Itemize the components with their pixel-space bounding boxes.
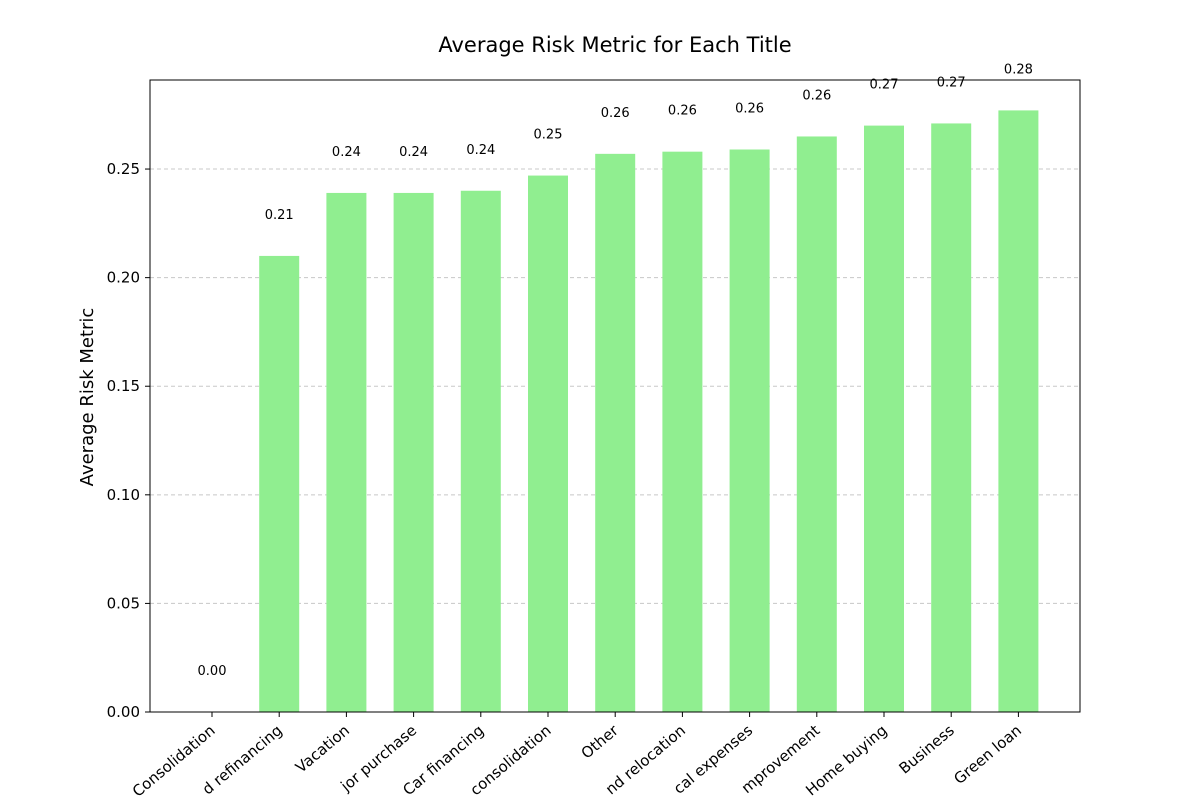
bar: [998, 110, 1039, 712]
data-labels: 0.00 0.21 0.24 0.24 0.24 0.25 0.26 0.26 0.26 0.26…: [198, 62, 1033, 679]
data-label: 0.27: [937, 75, 966, 90]
y-axis-label: Average Risk Metric: [77, 308, 98, 487]
bar: [931, 123, 972, 713]
y-tick-label: 0.10: [107, 486, 140, 504]
bar: [662, 151, 703, 712]
data-label: 0.26: [735, 101, 764, 116]
bar: [393, 192, 434, 713]
data-label: 0.27: [870, 78, 899, 93]
y-tick-label: 0.05: [107, 594, 140, 612]
x-tick-label: Other: [578, 721, 623, 763]
chart-title: Average Risk Metric for Each Title: [438, 33, 791, 57]
bar: [326, 192, 367, 713]
data-label: 0.24: [466, 143, 495, 158]
data-label: 0.28: [1004, 62, 1033, 77]
data-label: 0.25: [534, 128, 563, 143]
bar: [460, 190, 501, 713]
x-tick-label: Business: [896, 721, 958, 777]
y-axis-ticks: 0.00 0.05 0.10 0.15 0.20 0.25: [107, 160, 150, 721]
x-tick-label: Vacation: [292, 721, 353, 776]
plot-frame: [149, 79, 1081, 713]
bar: [729, 149, 770, 712]
bar: [259, 255, 300, 712]
data-label: 0.21: [265, 208, 294, 223]
data-label: 0.26: [668, 104, 697, 119]
bar: [528, 175, 568, 713]
y-tick-label: 0.00: [107, 703, 140, 721]
data-label: 0.26: [601, 106, 630, 121]
data-label: 0.24: [332, 145, 361, 160]
data-label: 0.24: [399, 145, 428, 160]
bars: [259, 110, 1039, 713]
bar: [595, 153, 636, 712]
y-tick-label: 0.15: [107, 377, 140, 395]
data-label: 0.00: [198, 664, 227, 679]
y-tick-label: 0.20: [107, 269, 140, 287]
bar: [796, 136, 837, 713]
data-label: 0.26: [802, 88, 831, 103]
x-tick-label: Green loan: [950, 721, 1025, 788]
y-tick-label: 0.25: [107, 160, 140, 178]
bar: [864, 125, 904, 712]
